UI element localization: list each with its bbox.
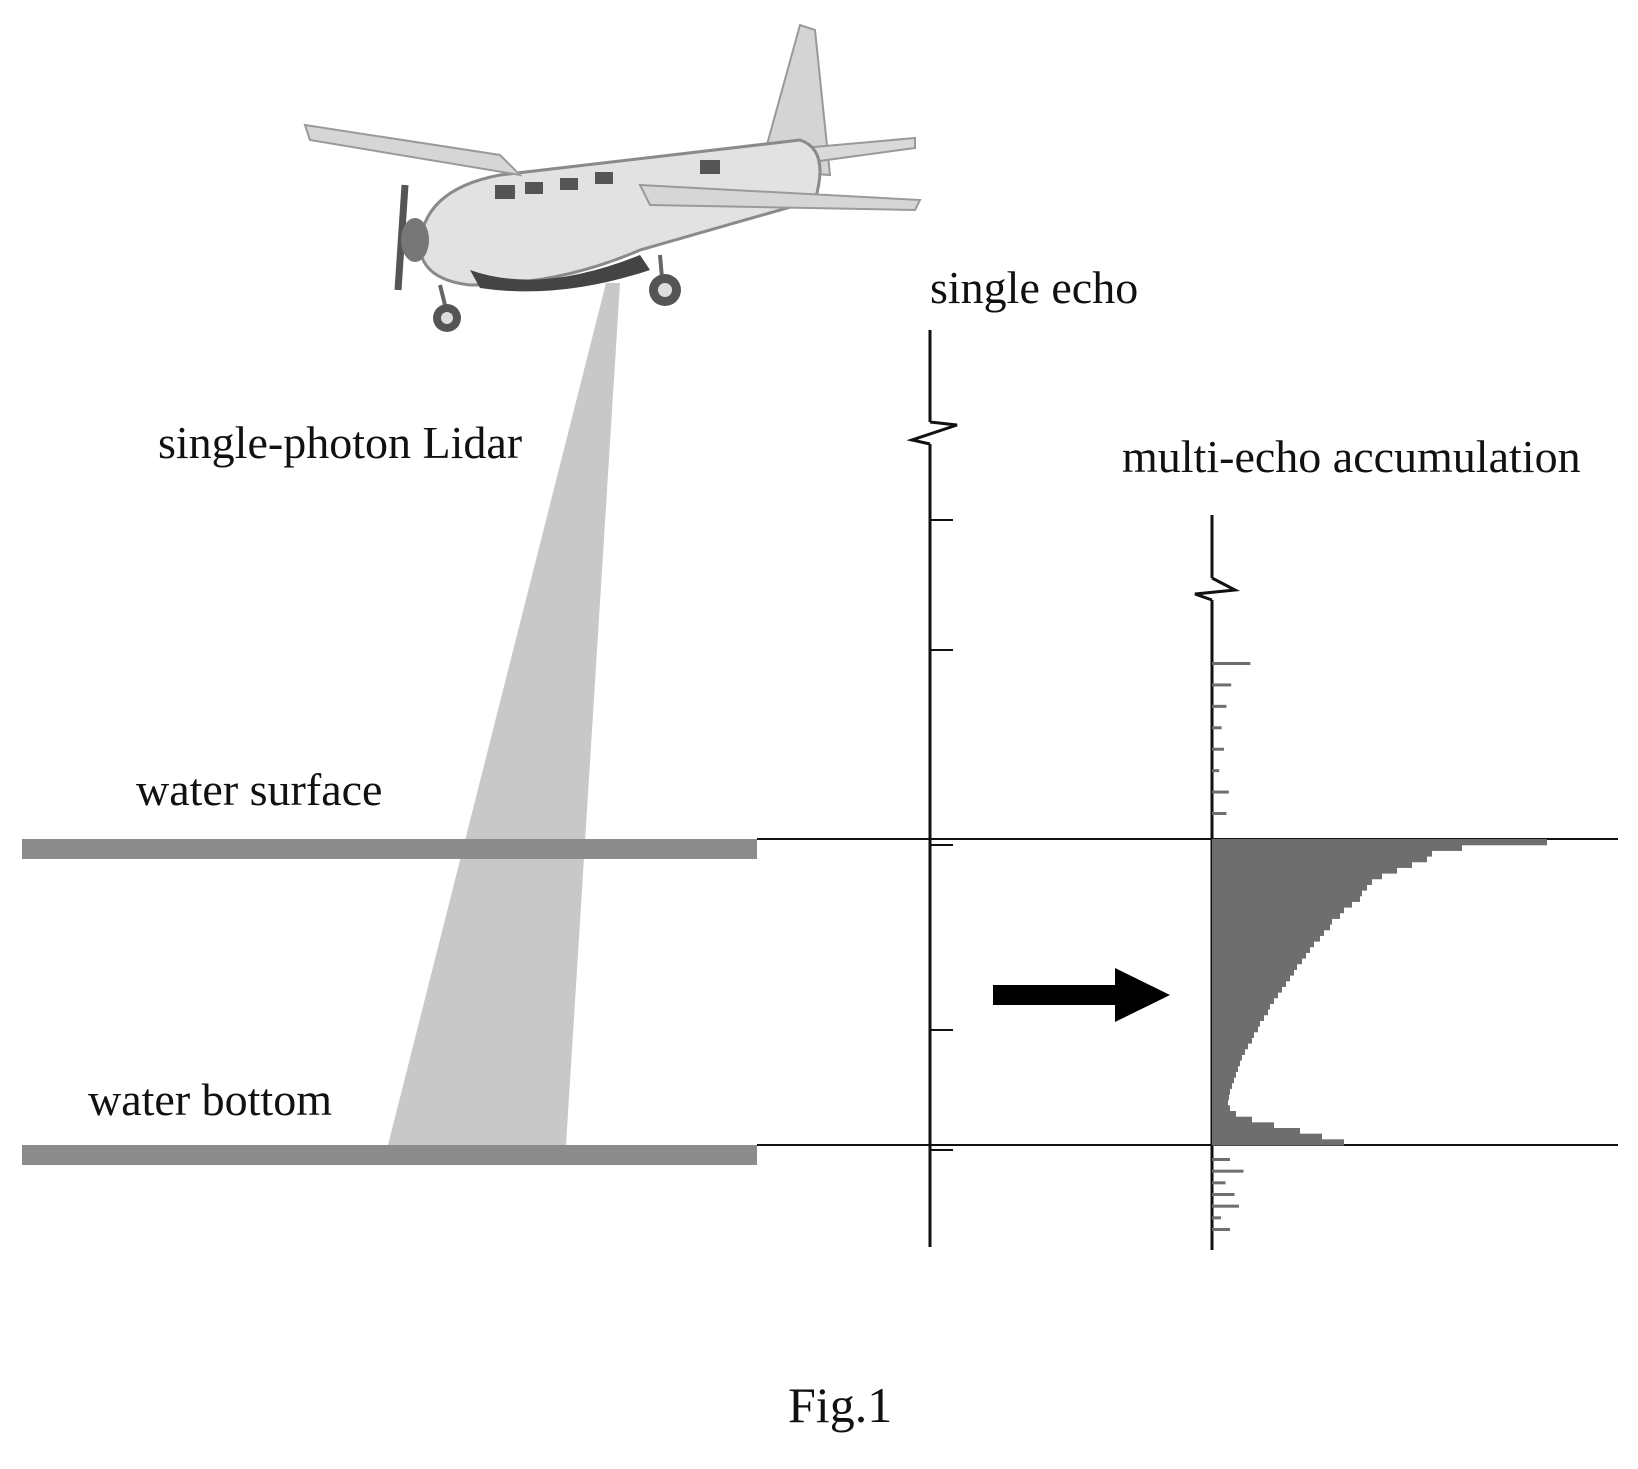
histogram-bar-water-column	[1212, 986, 1282, 993]
histogram-bar-water-column	[1212, 1139, 1344, 1146]
figure-caption: Fig.1	[788, 1377, 892, 1433]
water-surface-label: water surface	[136, 764, 382, 815]
histogram-bar-water-column	[1212, 844, 1462, 851]
histogram-bar-water-column	[1212, 1071, 1236, 1078]
histogram-bar-water-column	[1212, 1133, 1322, 1140]
histogram-bar-water-column	[1212, 890, 1362, 897]
histogram-bar-water-column	[1212, 861, 1412, 868]
histogram-bar-water-column	[1212, 1009, 1268, 1016]
histogram-bar-water-column	[1212, 907, 1344, 914]
histogram-bar-below	[1212, 1193, 1235, 1196]
single-echo-ticks	[930, 519, 953, 1151]
histogram-bar-above	[1212, 769, 1220, 773]
histogram-bar-water-column	[1212, 969, 1294, 976]
histogram-bar-water-column	[1212, 1077, 1234, 1084]
histogram-bar-below	[1212, 1228, 1230, 1231]
histogram-bar-water-column	[1212, 992, 1278, 999]
water-bottom-layer	[22, 1145, 757, 1165]
histogram-bar-above	[1212, 683, 1232, 687]
histogram-bar-water-column	[1212, 1099, 1228, 1106]
histogram-bar-water-column	[1212, 958, 1302, 965]
water-bottom-label: water bottom	[88, 1074, 332, 1125]
histogram-bar-water-column	[1212, 975, 1290, 982]
lidar-label: single-photon Lidar	[158, 417, 522, 468]
histogram-bar-water-column	[1212, 980, 1286, 987]
histogram-bar-water-column	[1212, 1054, 1242, 1061]
histogram-bar-water-column	[1212, 941, 1314, 948]
histogram-bar-water-column	[1212, 1128, 1300, 1135]
histogram-bar-water-column	[1212, 952, 1306, 959]
histogram-bar-water-column	[1212, 1094, 1229, 1101]
histogram-bar-water-column	[1212, 839, 1547, 846]
histogram-bar-water-column	[1212, 856, 1427, 863]
histogram-bar-water-column	[1212, 1105, 1230, 1112]
histogram-bar-water-column	[1212, 946, 1310, 953]
histogram-bar-water-column	[1212, 1116, 1252, 1123]
histogram-bar-water-column	[1212, 912, 1340, 919]
arrow-right-icon	[993, 968, 1170, 1022]
airplane-icon	[303, 23, 922, 332]
histogram-bar-above	[1212, 662, 1251, 665]
histogram-bar-above	[1212, 790, 1229, 794]
histogram-bar-water-column	[1212, 1043, 1248, 1050]
histogram-bar-water-column	[1212, 1014, 1264, 1021]
histogram-bar-water-column	[1212, 878, 1372, 885]
single-echo-label: single echo	[930, 262, 1138, 313]
histogram-bar-water-column	[1212, 1088, 1230, 1095]
histogram-bar-water-column	[1212, 1031, 1254, 1038]
histogram-bar-water-column	[1212, 1060, 1240, 1067]
histogram-bar-water-column	[1212, 1020, 1260, 1027]
multi-echo-label: multi-echo accumulation	[1122, 431, 1581, 482]
histogram-bar-water-column	[1212, 867, 1397, 874]
single-echo-axis	[906, 330, 958, 1247]
histogram-bar-water-column	[1212, 873, 1382, 880]
histogram-bar-below	[1212, 1216, 1221, 1220]
histogram-bar-above	[1212, 747, 1224, 751]
histogram-bar-above	[1212, 812, 1227, 815]
histogram-bar-below	[1212, 1169, 1244, 1173]
histogram-bar-water-column	[1212, 850, 1432, 857]
laser-beam	[388, 283, 620, 1145]
histogram-bar-water-column	[1212, 963, 1297, 970]
histogram-bar-below	[1212, 1181, 1226, 1185]
histogram-bar-water-column	[1212, 1082, 1232, 1089]
histogram-bar-water-column	[1212, 901, 1352, 908]
histogram-bar-below	[1212, 1158, 1230, 1161]
histogram-bar-water-column	[1212, 997, 1274, 1004]
histogram-bar-water-column	[1212, 1122, 1274, 1129]
histogram-bar-water-column	[1212, 929, 1324, 936]
histogram-bar-water-column	[1212, 935, 1320, 942]
histogram-bar-water-column	[1212, 1037, 1252, 1044]
water-surface-layer	[22, 839, 757, 859]
histogram-bar-above	[1212, 726, 1222, 730]
histogram-bar-water-column	[1212, 1111, 1236, 1118]
histogram-bar-water-column	[1212, 1065, 1238, 1072]
histogram-bar-water-column	[1212, 884, 1367, 891]
multi-echo-histogram	[1212, 662, 1547, 1231]
histogram-bar-above	[1212, 704, 1227, 708]
histogram-bar-water-column	[1212, 895, 1360, 902]
histogram-bar-water-column	[1212, 924, 1330, 931]
histogram-bar-water-column	[1212, 918, 1332, 925]
histogram-bar-water-column	[1212, 1003, 1270, 1010]
histogram-bar-below	[1212, 1204, 1239, 1208]
histogram-bar-water-column	[1212, 1048, 1245, 1055]
histogram-bar-water-column	[1212, 1026, 1258, 1033]
